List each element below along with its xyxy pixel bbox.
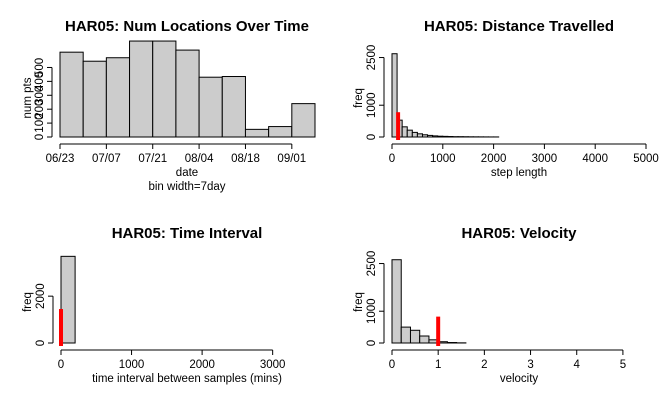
plot-area-velocity: 0 1000 2500 0 1 2 3 4 5 bbox=[366, 251, 626, 371]
x-tick-label-velocity-1: 1 bbox=[435, 359, 441, 371]
y-tick-label-locations-4: 400 bbox=[34, 72, 46, 91]
panel-num-locations: HAR05: Num Locations Over Time date bin … bbox=[22, 18, 316, 193]
x-tick-label-velocity-5: 5 bbox=[620, 359, 626, 371]
x-tick-label-locations-5: 09/01 bbox=[277, 153, 306, 165]
x-tick-label-velocity-4: 4 bbox=[574, 359, 581, 371]
x-axis-label-locations: date bbox=[176, 167, 198, 179]
bar-week-7 bbox=[221, 76, 246, 138]
x-tick-label-distance-4: 4000 bbox=[582, 153, 608, 165]
panel-distance: HAR05: Distance Travelled step length fr… bbox=[353, 18, 659, 179]
y-tick-label-locations-0: 0 bbox=[34, 134, 46, 140]
bar-distance-0 bbox=[391, 53, 398, 138]
y-tick-label-distance-0: 0 bbox=[366, 134, 378, 140]
panel-time-interval: HAR05: Time Interval time interval betwe… bbox=[22, 225, 285, 385]
y-tick-label-distance-2: 2500 bbox=[366, 45, 378, 71]
x-tick-label-locations-2: 07/21 bbox=[138, 153, 167, 165]
x-tick-label-locations-4: 08/18 bbox=[231, 153, 260, 165]
bar-velocity-3 bbox=[419, 335, 430, 344]
x-tick-label-distance-2: 2000 bbox=[481, 153, 507, 165]
x-tick-label-locations-0: 06/23 bbox=[46, 153, 75, 165]
x-tick-label-time-interval-2: 2000 bbox=[189, 359, 215, 371]
y-tick-label-time-interval-1: 2000 bbox=[35, 283, 47, 309]
x-tick-label-distance-3: 3000 bbox=[532, 153, 558, 165]
bar-velocity-2 bbox=[409, 329, 421, 344]
bar-time-interval-0 bbox=[60, 255, 76, 344]
y-tick-label-velocity-1: 1000 bbox=[366, 298, 378, 324]
y-tick-label-locations-3: 300 bbox=[34, 86, 46, 105]
y-axis-label-time-interval: freq bbox=[22, 292, 34, 312]
x-tick-label-distance-1: 1000 bbox=[430, 153, 456, 165]
y-tick-label-locations-1: 100 bbox=[34, 114, 46, 133]
x-tick-label-distance-5: 5000 bbox=[633, 153, 659, 165]
chart-title-time-interval: HAR05: Time Interval bbox=[112, 225, 263, 242]
x-tick-label-locations-1: 07/07 bbox=[92, 153, 121, 165]
bar-distance-9 bbox=[437, 135, 444, 138]
x-axis-label-velocity: velocity bbox=[500, 373, 539, 385]
y-axis-label-locations: num pts bbox=[22, 77, 34, 118]
chart-title-distance: HAR05: Distance Travelled bbox=[424, 18, 614, 35]
x-tick-label-velocity-2: 2 bbox=[481, 359, 487, 371]
bar-distance-5 bbox=[416, 133, 423, 138]
x-tick-label-velocity-0: 0 bbox=[389, 359, 395, 371]
x-tick-label-time-interval-1: 1000 bbox=[119, 359, 145, 371]
plot-area-distance: 0 1000 2500 0 1000 2000 3000 4000 5000 bbox=[366, 45, 659, 165]
y-tick-label-time-interval-0: 0 bbox=[35, 340, 47, 346]
bar-distance-2 bbox=[401, 126, 408, 138]
bar-distance-8 bbox=[432, 135, 439, 138]
y-axis-label-distance: freq bbox=[353, 88, 365, 108]
bar-week-6 bbox=[198, 76, 223, 138]
chart-title-locations: HAR05: Num Locations Over Time bbox=[65, 18, 309, 35]
x-axis-label-time-interval: time interval between samples (mins) bbox=[92, 373, 282, 385]
bar-week-1 bbox=[82, 60, 107, 138]
bar-week-10 bbox=[291, 103, 316, 138]
y-tick-label-locations-5: 500 bbox=[34, 58, 46, 77]
y-tick-label-locations-2: 200 bbox=[34, 100, 46, 119]
bar-week-5 bbox=[175, 49, 200, 138]
bar-distance-3 bbox=[406, 129, 413, 138]
y-tick-label-distance-1: 1000 bbox=[366, 92, 378, 118]
bar-week-0 bbox=[59, 51, 84, 138]
x-tick-label-time-interval-0: 0 bbox=[58, 359, 64, 371]
subtitle-bin-width: bin width=7day bbox=[148, 181, 225, 193]
x-tick-label-distance-0: 0 bbox=[389, 153, 395, 165]
bar-week-8 bbox=[244, 128, 270, 138]
x-tick-label-time-interval-3: 3000 bbox=[260, 359, 286, 371]
bar-distance-4 bbox=[411, 131, 418, 138]
y-tick-label-velocity-0: 0 bbox=[366, 340, 378, 346]
y-axis-label-velocity: freq bbox=[353, 292, 365, 312]
bar-week-3 bbox=[129, 40, 154, 138]
bar-distance-7 bbox=[427, 134, 434, 138]
chart-title-velocity: HAR05: Velocity bbox=[461, 225, 577, 242]
bar-velocity-0 bbox=[391, 259, 402, 344]
bar-week-9 bbox=[268, 126, 293, 138]
bar-week-2 bbox=[105, 57, 131, 138]
x-axis-label-distance: step length bbox=[491, 167, 547, 179]
x-tick-label-velocity-3: 3 bbox=[527, 359, 533, 371]
panel-velocity: HAR05: Velocity velocity freq 0100025000… bbox=[353, 225, 626, 385]
x-tick-label-locations-3: 08/04 bbox=[185, 153, 214, 165]
plot-area-time-interval: 0 2000 0 1000 2000 3000 bbox=[35, 255, 286, 371]
bar-velocity-1 bbox=[400, 326, 411, 344]
bar-week-4 bbox=[152, 40, 177, 138]
bar-distance-10 bbox=[442, 135, 449, 138]
bar-distance-6 bbox=[421, 134, 429, 138]
y-tick-label-velocity-2: 2500 bbox=[366, 251, 378, 277]
